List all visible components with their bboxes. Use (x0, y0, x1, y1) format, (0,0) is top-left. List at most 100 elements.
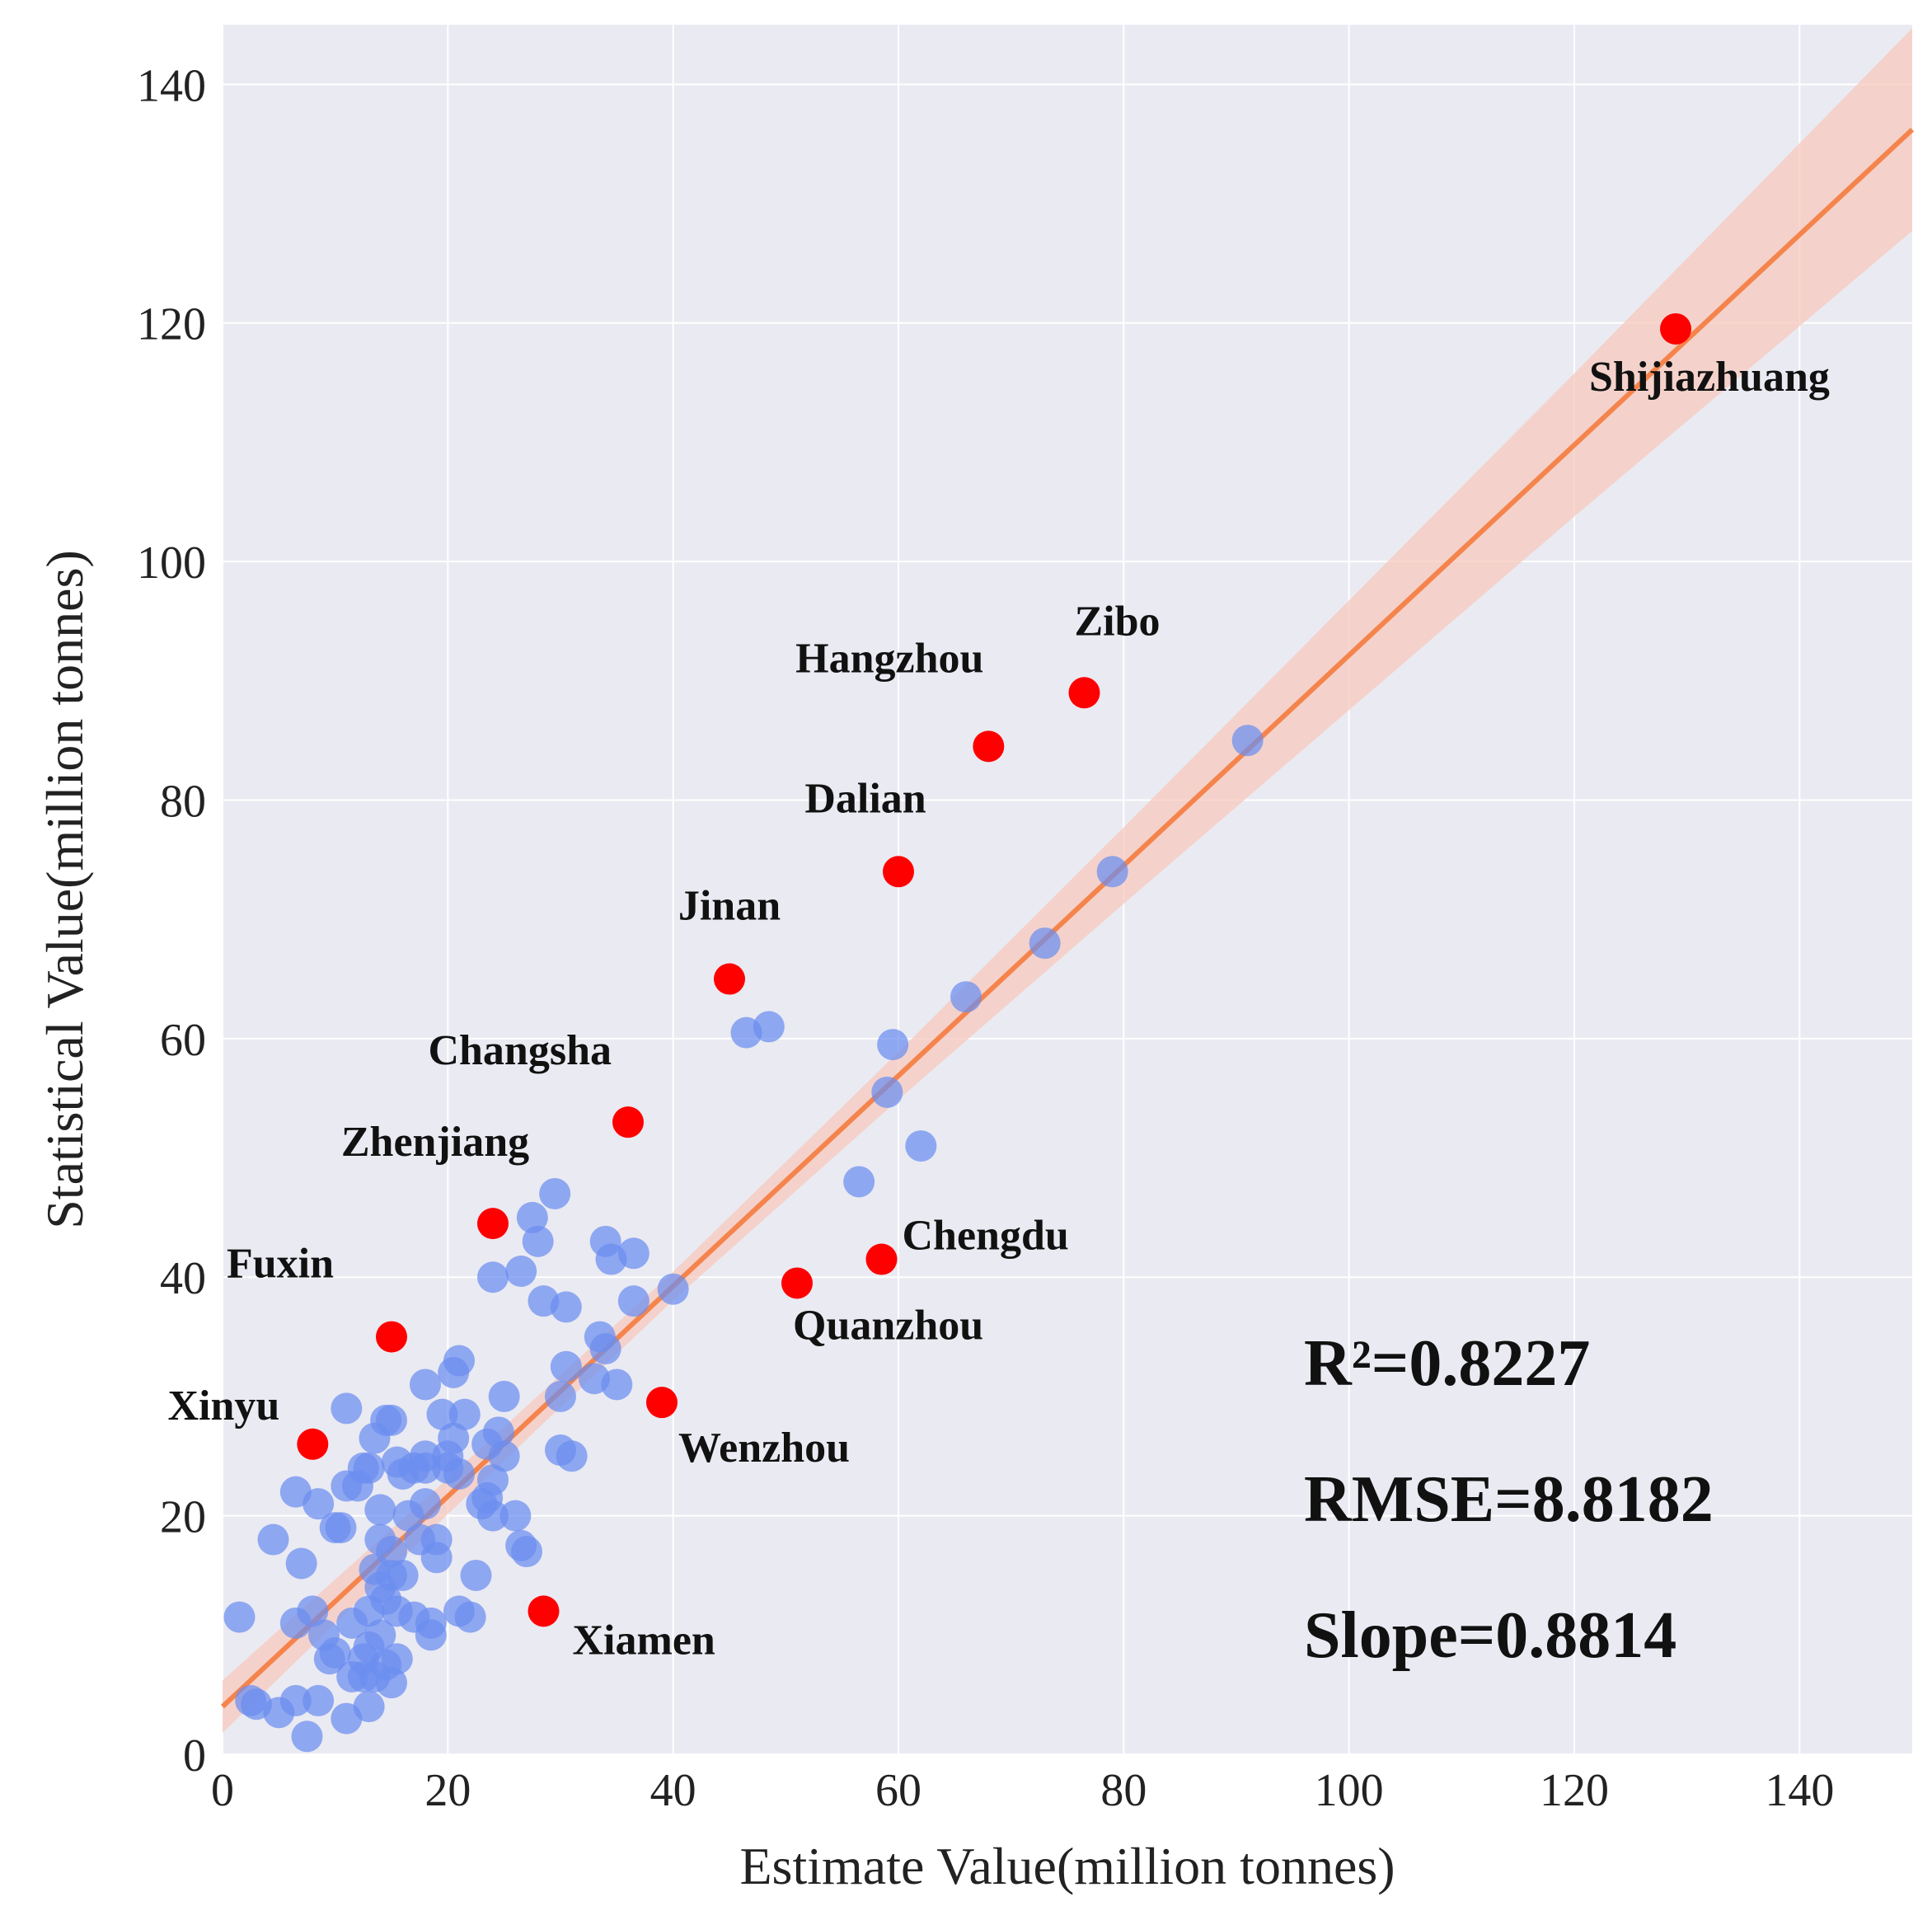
highlighted-point (612, 1106, 644, 1138)
x-tick-label: 80 (1100, 1765, 1147, 1816)
y-tick-label: 20 (160, 1492, 206, 1543)
data-point (482, 1416, 514, 1448)
data-point (353, 1452, 385, 1484)
highlighted-point (646, 1387, 678, 1419)
data-point (279, 1684, 312, 1716)
y-tick-label: 0 (183, 1730, 206, 1782)
data-point (477, 1464, 509, 1496)
data-point (516, 1201, 548, 1233)
data-point (753, 1011, 785, 1043)
city-label: Changsha (428, 1027, 612, 1074)
data-point (617, 1237, 649, 1270)
data-point (426, 1398, 458, 1430)
city-label: Shijiazhuang (1589, 354, 1830, 401)
data-point (319, 1637, 351, 1669)
data-point (364, 1494, 396, 1526)
x-tick-label: 120 (1540, 1765, 1609, 1816)
axis-ticks: 0 20 40 60 80 100 120 140 0 20 40 60 80 100 120 140 (137, 60, 1834, 1816)
data-point (291, 1721, 323, 1753)
highlighted-point (477, 1208, 509, 1240)
city-label: Hangzhou (795, 635, 983, 682)
data-point (325, 1512, 357, 1544)
y-tick-label: 80 (160, 776, 206, 827)
data-point (499, 1500, 532, 1532)
data-point (376, 1536, 407, 1568)
data-point (302, 1488, 335, 1520)
x-tick-label: 60 (875, 1765, 921, 1816)
x-tick-label: 40 (650, 1765, 696, 1816)
city-label: Wenzhou (678, 1425, 850, 1472)
data-point (223, 1601, 256, 1633)
city-label: Xiamen (573, 1617, 715, 1664)
y-tick-label: 140 (137, 60, 206, 111)
data-point (617, 1285, 649, 1317)
data-point (550, 1350, 582, 1383)
data-point (387, 1559, 419, 1591)
rmse-stat: RMSE=8.8182 (1304, 1463, 1714, 1536)
data-point (477, 1261, 509, 1293)
y-axis-title: Statistical Value(million tonnes) (35, 550, 94, 1229)
city-label: Fuxin (227, 1241, 334, 1288)
data-point (843, 1166, 875, 1198)
data-point (448, 1398, 481, 1430)
x-axis-title: Estimate Value(million tonnes) (739, 1837, 1395, 1895)
data-point (657, 1273, 689, 1305)
data-point (376, 1667, 407, 1699)
x-tick-label: 20 (424, 1765, 471, 1816)
data-point (415, 1619, 447, 1651)
x-tick-label: 100 (1315, 1765, 1384, 1816)
data-point (420, 1542, 453, 1574)
data-point (353, 1691, 385, 1723)
r-squared-stat: R²=0.8227 (1304, 1327, 1590, 1400)
data-point (257, 1523, 289, 1556)
highlighted-point (865, 1243, 898, 1275)
data-point (438, 1422, 470, 1454)
data-point (488, 1440, 520, 1472)
highlighted-point (297, 1428, 329, 1460)
city-label: Chengdu (903, 1213, 1069, 1260)
highlighted-point (528, 1595, 560, 1627)
data-point (477, 1500, 509, 1532)
data-point (539, 1177, 571, 1209)
data-points (223, 312, 1691, 1753)
data-point (376, 1404, 407, 1436)
highlighted-point (883, 856, 914, 888)
data-point (905, 1130, 937, 1162)
data-point (285, 1547, 317, 1580)
x-tick-label: 140 (1765, 1765, 1834, 1816)
y-tick-label: 40 (160, 1253, 206, 1304)
highlighted-point (714, 963, 745, 995)
data-point (488, 1380, 520, 1412)
data-point (443, 1345, 475, 1377)
data-point (871, 1076, 903, 1108)
x-tick-label: 0 (211, 1765, 234, 1816)
highlighted-point (1068, 677, 1100, 709)
city-label: Zhenjiang (341, 1119, 529, 1166)
data-point (454, 1601, 486, 1633)
data-point (410, 1368, 441, 1401)
data-point (950, 981, 982, 1013)
data-point (410, 1488, 441, 1520)
data-point (550, 1291, 582, 1323)
data-point (505, 1256, 537, 1288)
data-point (601, 1368, 633, 1401)
city-label: Xinyu (167, 1383, 279, 1430)
data-point (381, 1643, 413, 1675)
data-point (364, 1619, 396, 1651)
data-point (522, 1225, 554, 1257)
highlighted-point (1660, 312, 1691, 345)
data-point (331, 1392, 363, 1425)
highlighted-point (781, 1267, 813, 1299)
data-point (460, 1559, 492, 1591)
city-label: Jinan (678, 883, 781, 930)
highlighted-point (376, 1321, 407, 1353)
data-point (297, 1595, 329, 1627)
y-tick-label: 120 (137, 299, 206, 350)
highlighted-point (973, 730, 1005, 763)
data-point (1029, 927, 1061, 960)
city-label: Zibo (1074, 598, 1160, 645)
data-point (443, 1458, 475, 1490)
data-point (302, 1684, 335, 1716)
data-point (1096, 856, 1128, 888)
